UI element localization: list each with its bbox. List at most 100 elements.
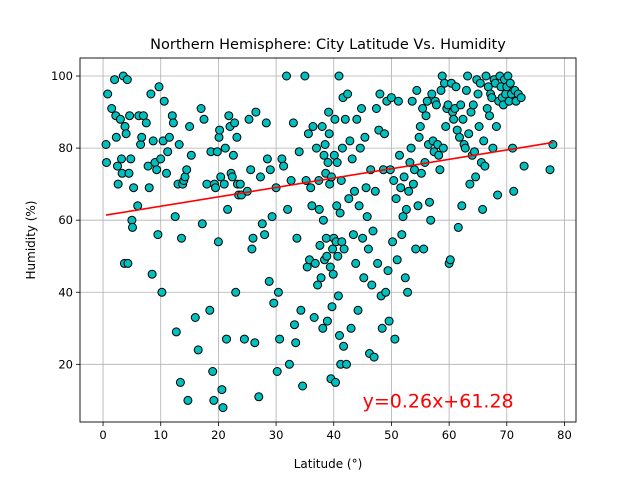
data-point — [246, 165, 256, 175]
data-point — [123, 258, 133, 268]
data-point — [190, 313, 200, 322]
data-point — [478, 204, 488, 214]
data-point — [425, 197, 434, 207]
data-point — [461, 85, 471, 95]
data-point — [136, 140, 146, 149]
data-point — [193, 345, 203, 355]
regression-line — [105, 141, 554, 216]
data-point — [414, 132, 424, 142]
data-point — [455, 132, 464, 142]
data-point — [395, 150, 404, 160]
data-point — [125, 111, 135, 121]
data-point — [282, 71, 291, 81]
data-point — [244, 114, 254, 124]
data-point — [273, 287, 283, 297]
data-point — [215, 125, 225, 135]
data-point — [323, 158, 333, 167]
data-point — [449, 114, 459, 124]
data-point — [231, 287, 241, 297]
data-point — [296, 305, 306, 315]
data-point — [232, 132, 242, 142]
data-point — [351, 258, 361, 268]
data-point — [328, 244, 338, 254]
data-point — [421, 111, 431, 121]
data-point — [357, 104, 366, 113]
data-point — [350, 186, 359, 196]
data-point — [216, 172, 226, 182]
data-point — [322, 316, 332, 326]
data-point — [318, 215, 328, 225]
data-point — [144, 183, 154, 193]
data-point — [251, 107, 261, 117]
data-point — [284, 359, 294, 369]
data-point — [182, 165, 192, 175]
chart-title: Northern Hemisphere: City Latitude Vs. H… — [150, 37, 506, 53]
data-point — [373, 258, 383, 268]
data-point — [480, 161, 490, 171]
data-point — [113, 161, 122, 171]
data-point — [111, 132, 121, 142]
data-point — [519, 161, 529, 171]
data-point — [343, 89, 353, 99]
data-point — [408, 179, 418, 189]
data-point — [262, 154, 272, 164]
data-point — [438, 143, 448, 153]
data-point — [288, 118, 298, 128]
data-point — [375, 89, 385, 99]
data-point — [389, 176, 399, 185]
data-point — [277, 154, 287, 164]
data-point — [126, 154, 136, 164]
data-point — [384, 316, 394, 326]
data-point — [185, 122, 195, 131]
data-point — [174, 140, 184, 149]
data-point — [330, 114, 340, 124]
data-point — [313, 280, 323, 290]
data-point — [456, 100, 466, 110]
data-point — [309, 313, 319, 322]
x-tick-label: 20 — [211, 428, 226, 442]
data-point — [371, 104, 381, 113]
data-point — [224, 111, 234, 121]
data-point — [211, 183, 220, 193]
data-point — [390, 334, 400, 344]
data-point — [137, 132, 147, 142]
data-point — [110, 75, 120, 85]
data-point — [339, 341, 349, 351]
regression-equation: y=0.26x+61.28 — [363, 390, 514, 412]
y-tick-label: 100 — [51, 69, 73, 83]
data-point — [256, 172, 265, 182]
data-point — [355, 143, 365, 153]
data-point — [362, 212, 372, 222]
data-point — [298, 381, 308, 391]
data-point — [354, 201, 364, 211]
data-point — [464, 129, 474, 139]
x-tick-label: 40 — [326, 428, 341, 442]
data-point — [348, 230, 358, 240]
data-point — [392, 255, 402, 265]
data-point — [333, 291, 343, 301]
data-point — [239, 334, 249, 344]
data-point — [260, 230, 270, 240]
data-point — [411, 244, 421, 254]
data-point — [415, 122, 425, 131]
data-point — [435, 165, 445, 175]
data-point — [312, 143, 321, 153]
data-point — [314, 204, 324, 214]
x-axis-ticks: 0 10 20 30 40 50 60 70 80 — [99, 422, 572, 442]
data-point — [391, 194, 401, 204]
data-point — [398, 212, 408, 222]
data-point — [141, 118, 151, 128]
data-point — [344, 194, 354, 204]
data-point — [548, 140, 558, 149]
data-point — [401, 204, 411, 214]
data-point — [318, 323, 328, 333]
data-point — [342, 359, 351, 369]
data-point — [381, 287, 391, 297]
data-point — [186, 150, 196, 160]
data-point — [403, 287, 413, 297]
data-point — [360, 132, 370, 142]
data-point — [152, 165, 162, 175]
data-point — [445, 255, 455, 265]
data-point — [393, 96, 403, 106]
data-point — [327, 302, 337, 312]
